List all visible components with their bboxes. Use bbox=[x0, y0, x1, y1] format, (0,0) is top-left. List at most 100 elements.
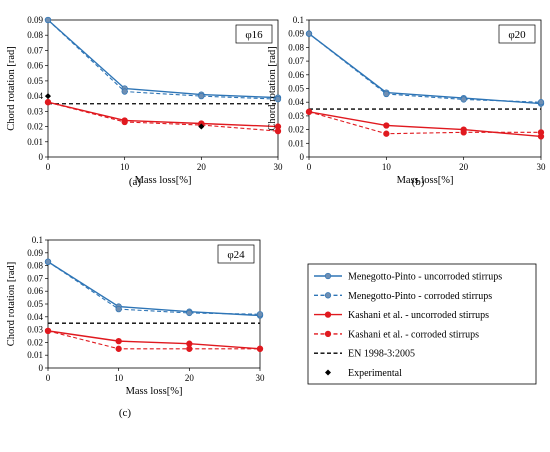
legend-box bbox=[307, 263, 537, 385]
y-tick-label: 0.1 bbox=[32, 235, 43, 245]
y-tick-label: 0.09 bbox=[27, 248, 43, 258]
experimental-point bbox=[45, 93, 51, 100]
data-point bbox=[44, 327, 52, 335]
data-point bbox=[305, 108, 313, 115]
y-tick-label: 0.04 bbox=[27, 91, 43, 101]
y-tick-label: 0.06 bbox=[27, 286, 43, 296]
data-point bbox=[198, 92, 205, 100]
y-tick-label: 0.06 bbox=[288, 70, 304, 80]
legend-marker bbox=[324, 311, 332, 318]
series-line-4 bbox=[47, 330, 260, 350]
plot-frame bbox=[47, 19, 279, 158]
series-line-1 bbox=[47, 19, 279, 99]
data-point bbox=[305, 30, 313, 37]
legend-label: Menegotto-Pinto - corroded stirrups bbox=[348, 291, 492, 302]
y-tick-label: 0.05 bbox=[288, 84, 304, 94]
data-point bbox=[121, 88, 128, 95]
chart-panel-1: 0 0.01 0.02 0.03 0.04 0.05 0.06 0.07 0.08 0.09 0 10… bbox=[6, 15, 283, 188]
x-tick-label: 10 bbox=[382, 162, 392, 172]
y-tick-label: 0.02 bbox=[27, 337, 43, 347]
y-tick-label: 0.08 bbox=[27, 261, 43, 271]
y-tick-label: 0.01 bbox=[288, 138, 304, 148]
data-point bbox=[383, 122, 390, 129]
x-tick-label: 20 bbox=[185, 373, 195, 383]
x-tick-label: 0 bbox=[46, 373, 51, 383]
series-line-2 bbox=[47, 261, 261, 315]
legend-label: Menegotto-Pinto - uncorroded stirrups bbox=[348, 272, 502, 283]
data-point bbox=[121, 118, 128, 126]
experimental-point bbox=[198, 123, 205, 130]
data-point bbox=[186, 340, 193, 347]
data-point bbox=[383, 130, 390, 137]
x-tick-label: 20 bbox=[459, 162, 469, 172]
y-tick-label: 0.02 bbox=[27, 122, 43, 132]
y-tick-label: 0.03 bbox=[27, 106, 43, 116]
chart-title: φ16 bbox=[245, 29, 263, 41]
y-axis-label: Chord rotation [rad] bbox=[6, 262, 17, 347]
title-box bbox=[235, 24, 273, 44]
data-point bbox=[115, 337, 122, 345]
x-tick-label: 10 bbox=[114, 373, 124, 383]
data-point bbox=[44, 258, 52, 265]
chart-panel-2: 0 0.01 0.02 0.03 0.04 0.05 0.06 0.07 0.08 0.09 0.1… bbox=[267, 15, 546, 188]
panel-label: (a) bbox=[129, 176, 142, 188]
legend: Menegotto-Pinto - uncorroded stirrups Men… bbox=[307, 263, 537, 385]
y-tick-label: 0.05 bbox=[27, 299, 43, 309]
legend-label: Experimental bbox=[348, 368, 402, 379]
legend-item: Menegotto-Pinto - corroded stirrups bbox=[314, 291, 492, 302]
y-tick-label: 0.01 bbox=[27, 350, 43, 360]
panel-label: (c) bbox=[119, 407, 132, 419]
y-axis-label: Chord rotation [rad] bbox=[6, 46, 17, 131]
x-axis-label: Mass loss[%] bbox=[126, 386, 183, 397]
legend-item: EN 1998-3:2005 bbox=[314, 349, 415, 360]
data-point bbox=[460, 96, 467, 103]
legend-label: EN 1998-3:2005 bbox=[348, 349, 415, 360]
y-tick-label: 0.03 bbox=[27, 325, 43, 335]
x-tick-label: 30 bbox=[537, 162, 547, 172]
data-point bbox=[274, 127, 282, 135]
y-tick-label: 0 bbox=[39, 363, 44, 373]
series-line-4 bbox=[308, 111, 541, 135]
y-tick-label: 0.07 bbox=[27, 273, 43, 283]
data-point bbox=[274, 96, 282, 103]
legend-marker bbox=[324, 292, 332, 299]
y-tick-label: 0 bbox=[300, 152, 305, 162]
y-tick-label: 0.08 bbox=[27, 30, 43, 40]
y-tick-label: 0.09 bbox=[27, 15, 43, 25]
series-line-3 bbox=[47, 330, 261, 350]
x-tick-label: 30 bbox=[256, 373, 266, 383]
y-tick-label: 0.09 bbox=[288, 29, 304, 39]
series-line-3 bbox=[47, 101, 279, 128]
legend-marker bbox=[324, 330, 332, 338]
x-tick-label: 30 bbox=[274, 162, 284, 172]
legend-marker bbox=[324, 272, 332, 280]
legend-item: Kashani et al. - corroded stirrups bbox=[314, 329, 479, 340]
title-box bbox=[217, 244, 255, 264]
data-point bbox=[537, 99, 545, 106]
x-axis-label: Mass loss[%] bbox=[135, 175, 192, 186]
series-line-2 bbox=[308, 33, 542, 103]
y-tick-label: 0.08 bbox=[288, 42, 304, 52]
x-tick-label: 10 bbox=[120, 162, 130, 172]
legend-item: Menegotto-Pinto - uncorroded stirrups bbox=[314, 272, 502, 283]
x-tick-label: 20 bbox=[197, 162, 207, 172]
data-point bbox=[44, 99, 52, 106]
legend-item: Kashani et al. - uncorroded stirrups bbox=[314, 310, 489, 321]
y-tick-label: 0.05 bbox=[27, 76, 43, 86]
y-tick-label: 0.02 bbox=[288, 125, 304, 135]
y-tick-label: 0.06 bbox=[27, 61, 43, 71]
x-tick-label: 0 bbox=[46, 162, 51, 172]
series-line-4 bbox=[47, 101, 279, 132]
data-point bbox=[186, 309, 193, 317]
data-point bbox=[115, 345, 122, 352]
y-tick-label: 0.03 bbox=[288, 111, 304, 121]
title-box bbox=[498, 24, 536, 44]
data-point bbox=[44, 16, 52, 24]
y-tick-label: 0.04 bbox=[27, 312, 43, 322]
series-line-3 bbox=[308, 111, 542, 138]
series-line-2 bbox=[47, 19, 279, 100]
data-point bbox=[256, 345, 264, 352]
data-point bbox=[256, 311, 264, 318]
chart-title: φ24 bbox=[227, 249, 245, 261]
